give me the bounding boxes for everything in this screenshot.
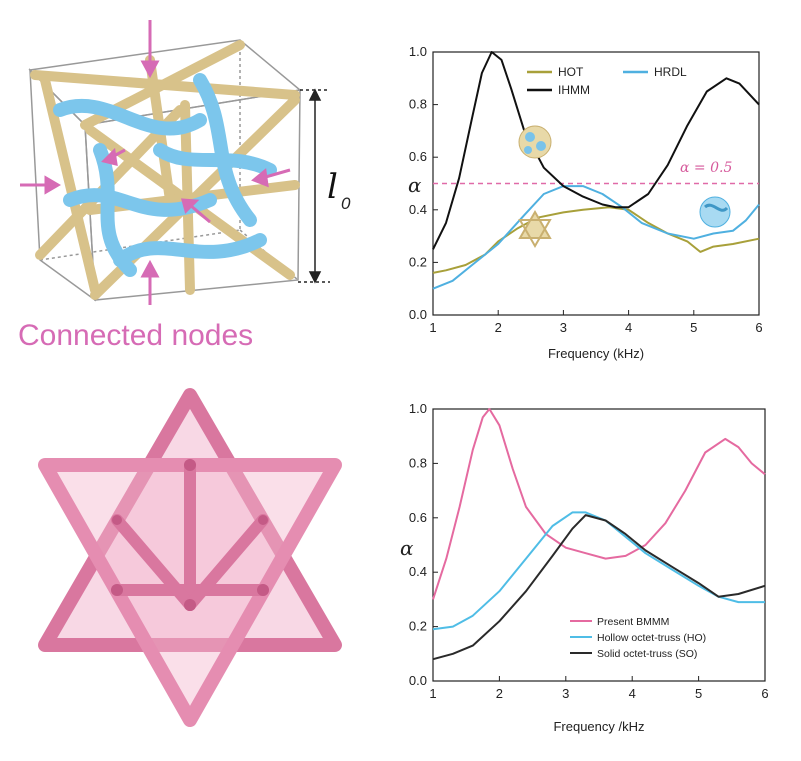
legend: Present BMMM Hollow octet-truss (HO) Sol… (570, 616, 706, 660)
unit-cell-hot-icon (518, 209, 552, 249)
y-tick-label: 0.6 (409, 149, 427, 164)
legend-label-so: Solid octet-truss (SO) (597, 648, 697, 660)
x-tick-label: 1 (429, 320, 436, 335)
legend-label-hrdl: HRDL (654, 65, 687, 79)
x-tick-label: 6 (761, 686, 768, 701)
node-arrows (20, 20, 291, 305)
x-tick-label: 4 (625, 320, 632, 335)
absorption-chart-1: 0.0 0.2 0.4 0.6 0.8 1.0 1 2 3 4 5 6 α = 0.5 HOT IH… (380, 0, 801, 370)
y-tick-label: 1.0 (409, 401, 427, 416)
x-tick-label: 4 (629, 686, 636, 701)
legend-label-bmmm: Present BMMM (597, 616, 669, 628)
truss-struts (30, 40, 300, 300)
x-tick-label: 3 (562, 686, 569, 701)
legend: HOT IHMM HRDL (527, 65, 687, 97)
y-axis-label: α (400, 536, 414, 560)
lattice-cube-illustration: l 0 Connected nodes (0, 0, 380, 370)
series-line-ho (432, 511, 765, 631)
chart-2-svg: 0.0 0.2 0.4 0.6 0.8 1.0 1 2 3 4 5 6 Present BMMM H… (400, 401, 769, 734)
y-tick-label: 0.8 (409, 97, 427, 112)
x-axis-label: Frequency /kHz (553, 719, 644, 734)
y-tick-label: 0.0 (409, 307, 427, 322)
unit-cell-hrdl-icon (699, 196, 731, 228)
chart-1-svg: 0.0 0.2 0.4 0.6 0.8 1.0 1 2 3 4 5 6 α = 0.5 HOT IH… (408, 44, 763, 361)
y-axis-label: α (408, 173, 422, 197)
x-tick-label: 5 (690, 320, 697, 335)
y-tick-label: 0.2 (409, 619, 427, 634)
x-tick-label: 1 (429, 686, 436, 701)
legend-label-ho: Hollow octet-truss (HO) (597, 632, 706, 644)
y-tick-label: 0.4 (409, 564, 427, 579)
x-tick-label: 2 (495, 320, 502, 335)
x-tick-label: 2 (496, 686, 503, 701)
dimension-subscript: 0 (341, 194, 351, 213)
plot-frame (432, 408, 766, 682)
legend-label-hot: HOT (558, 65, 584, 79)
x-tick-label: 6 (755, 320, 762, 335)
y-tick-label: 0.6 (409, 510, 427, 525)
dimension-label: l (327, 167, 338, 207)
y-tick-label: 0.2 (409, 254, 427, 269)
truss-node-holes (111, 459, 269, 611)
threshold-annotation: α = 0.5 (680, 160, 732, 176)
x-tick-label: 3 (560, 320, 567, 335)
dimension-marker (298, 88, 330, 284)
truss-inner-struts (111, 459, 269, 611)
x-tick-label: 5 (695, 686, 702, 701)
series-line-pink (432, 408, 766, 600)
y-tick-label: 1.0 (409, 44, 427, 59)
series-line-so (432, 514, 766, 661)
y-tick-label: 0.0 (409, 673, 427, 688)
unit-cell-ihmm-icon (518, 125, 552, 159)
legend-label-ihmm: IHMM (558, 83, 590, 97)
x-axis-label: Frequency (kHz) (548, 346, 644, 361)
series-line-ihmm (432, 51, 760, 250)
absorption-chart-2: 0.0 0.2 0.4 0.6 0.8 1.0 1 2 3 4 5 6 Present BMMM H… (380, 375, 801, 761)
y-tick-label: 0.4 (409, 202, 427, 217)
octet-truss-illustration (0, 375, 380, 761)
series-line-hrdl (432, 185, 760, 290)
connected-nodes-caption: Connected nodes (18, 319, 253, 352)
y-tick-label: 0.8 (409, 455, 427, 470)
